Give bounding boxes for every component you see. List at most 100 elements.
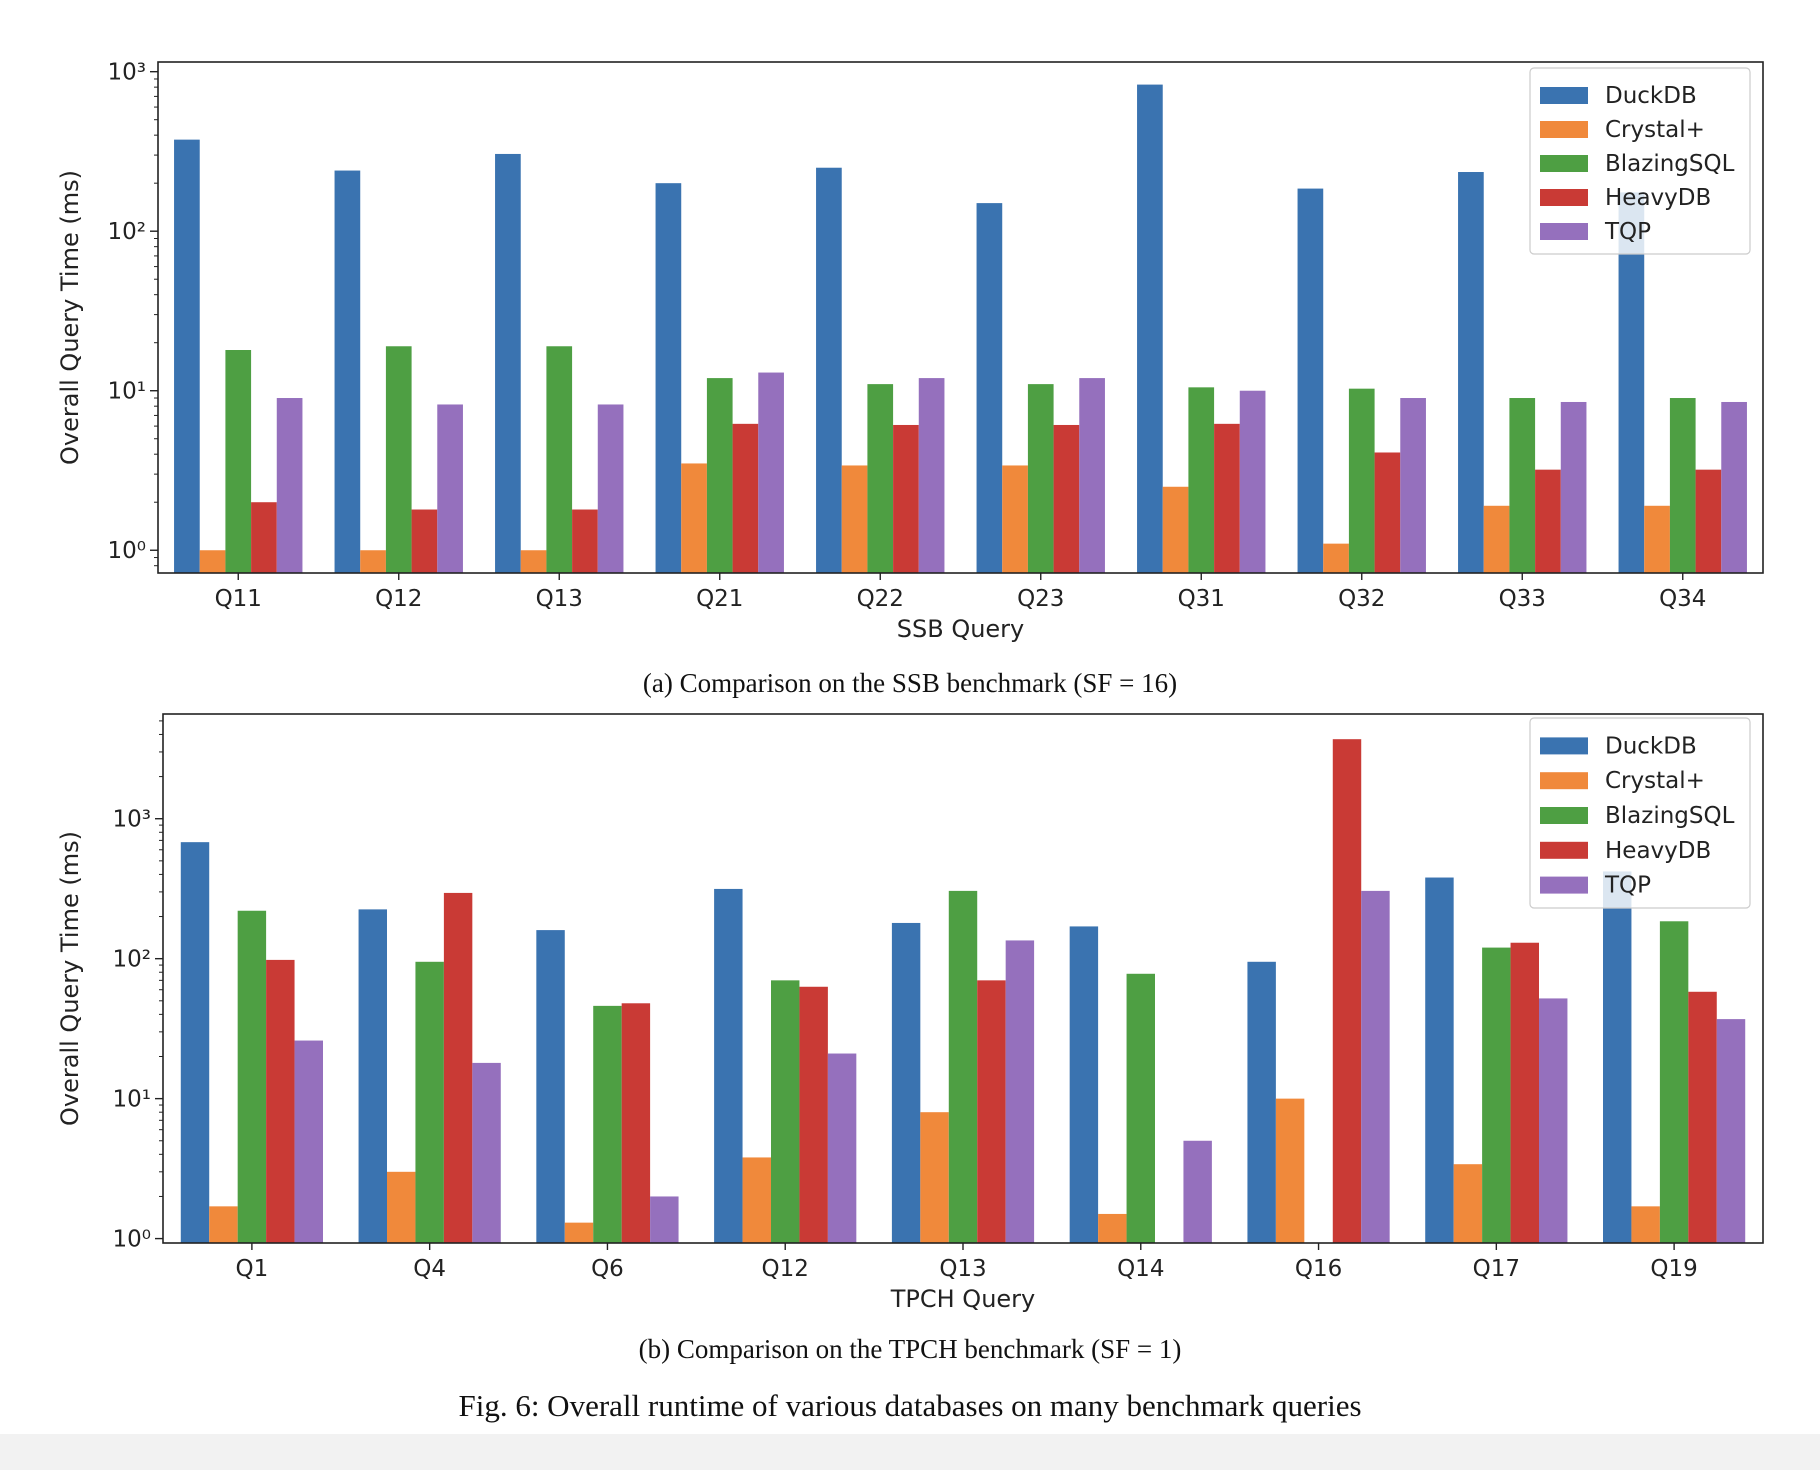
bar-crystal-q19 — [1631, 1206, 1660, 1243]
bar-crystal-q21 — [681, 463, 707, 573]
y-tick-label: 10¹ — [113, 1087, 152, 1113]
x-tick-label: Q13 — [939, 1256, 986, 1282]
bar-blazingsql-q14 — [1126, 973, 1155, 1243]
bar-crystal-q12 — [742, 1157, 771, 1243]
legend-label: TQP — [1604, 219, 1651, 245]
x-tick-label: Q14 — [1117, 1256, 1164, 1282]
bar-heavydb-q19 — [1688, 991, 1717, 1243]
legend-label: Crystal+ — [1605, 117, 1705, 143]
x-tick-label: Q33 — [1499, 586, 1546, 612]
bar-blazingsql-q1 — [237, 910, 267, 1243]
bar-heavydb-q33 — [1535, 469, 1561, 573]
bar-duckdb-q31 — [1137, 84, 1163, 573]
bar-duckdb-q12 — [714, 888, 743, 1243]
bar-duckdb-q19 — [1603, 871, 1632, 1243]
legend: DuckDB Crystal+ BlazingSQL HeavyDB TQP — [1529, 717, 1751, 909]
bar-heavydb-q32 — [1374, 452, 1401, 573]
legend-swatch — [1540, 189, 1588, 206]
bar-duckdb-q12 — [334, 170, 361, 574]
bar-tqp-q13 — [597, 404, 624, 573]
bar-blazingsql-q13 — [948, 890, 978, 1243]
bar-blazingsql-q6 — [593, 1005, 622, 1243]
chart-tpch: Q1 Q4 Q6 Q12 Q13 Q14 Q16 Q17 Q19 10⁰ 10¹ 10² 10³ TPCH… — [56, 713, 1764, 1313]
y-tick-label: 10¹ — [108, 379, 147, 405]
bar-duckdb-q21 — [655, 183, 682, 573]
bar-blazingsql-q11 — [225, 350, 252, 573]
chart-ssb-caption: (a) Comparison on the SSB benchmark (SF … — [642, 668, 1178, 698]
bar-crystal-q22 — [841, 465, 868, 573]
bar-tqp-q32 — [1400, 398, 1426, 573]
bar-blazingsql-q22 — [867, 384, 894, 573]
plot-frame — [157, 61, 1764, 574]
bar-blazingsql-q23 — [1027, 384, 1054, 573]
bar-heavydb-q34 — [1695, 469, 1722, 573]
bar-crystal-q1 — [209, 1206, 238, 1243]
bar-heavydb-q23 — [1053, 424, 1080, 573]
bar-duckdb-q22 — [816, 167, 842, 573]
bar-tqp-q12 — [437, 404, 463, 573]
legend-label: DuckDB — [1605, 83, 1697, 109]
bar-heavydb-q31 — [1214, 423, 1240, 573]
bar-blazingsql-q12 — [771, 980, 800, 1243]
bar-duckdb-q33 — [1458, 172, 1484, 573]
bar-crystal-q11 — [199, 550, 226, 573]
y-tick-label: 10³ — [108, 60, 147, 86]
legend-label: TQP — [1604, 873, 1651, 899]
bar-blazingsql-q31 — [1188, 387, 1215, 573]
bar-crystal-q34 — [1644, 505, 1670, 573]
bar-crystal-q13 — [520, 550, 547, 573]
figure-caption: Fig. 6: Overall runtime of various datab… — [458, 1388, 1362, 1423]
bar-heavydb-q4 — [443, 892, 473, 1243]
y-tick-label: 10⁰ — [108, 538, 147, 564]
bar-tqp-q17 — [1539, 998, 1568, 1243]
legend-label: BlazingSQL — [1605, 151, 1735, 177]
bar-tqp-q19 — [1716, 1019, 1746, 1243]
legend-label: HeavyDB — [1605, 185, 1711, 211]
bar-duckdb-q14 — [1069, 926, 1099, 1243]
legend-swatch — [1540, 737, 1588, 755]
bar-tqp-q11 — [276, 398, 303, 573]
bar-tqp-q13 — [1005, 940, 1035, 1243]
legend-swatch — [1540, 155, 1588, 172]
x-tick-label: Q1 — [236, 1256, 269, 1282]
bar-tqp-q6 — [650, 1196, 679, 1243]
legend-label: BlazingSQL — [1605, 803, 1735, 829]
bar-blazingsql-q12 — [385, 346, 412, 573]
bar-blazingsql-q33 — [1509, 398, 1536, 573]
bar-crystal-q6 — [564, 1222, 594, 1243]
x-tick-label: Q16 — [1295, 1256, 1342, 1282]
bar-heavydb-q22 — [893, 424, 919, 573]
bar-tqp-q34 — [1721, 401, 1747, 573]
y-tick-label: 10² — [108, 219, 147, 245]
bar-blazingsql-q17 — [1482, 947, 1511, 1243]
bar-heavydb-q13 — [977, 980, 1006, 1243]
x-tick-label: Q13 — [536, 586, 583, 612]
bar-duckdb-q32 — [1297, 188, 1324, 573]
bars — [180, 739, 1746, 1243]
bar-tqp-q14 — [1183, 1140, 1212, 1243]
bar-blazingsql-q34 — [1669, 398, 1696, 573]
legend-swatch — [1540, 807, 1588, 824]
x-tick-label: Q6 — [591, 1256, 624, 1282]
bar-crystal-q32 — [1323, 543, 1349, 573]
bar-blazingsql-q32 — [1348, 388, 1375, 573]
bar-blazingsql-q19 — [1659, 921, 1689, 1243]
bar-heavydb-q16 — [1332, 739, 1362, 1243]
chart-ssb: Q11 Q12 Q13 Q21 Q22 Q23 Q31 Q32 Q33 Q34 10⁰ 10¹ 10² 1… — [56, 60, 1764, 643]
legend-swatch — [1540, 876, 1588, 894]
bar-tqp-q21 — [758, 372, 784, 573]
legend-box — [1529, 67, 1751, 255]
bar-duckdb-q13 — [495, 153, 521, 573]
bar-crystal-q23 — [1002, 465, 1028, 573]
bar-blazingsql-q4 — [415, 961, 444, 1243]
legend-label: HeavyDB — [1605, 838, 1711, 864]
legend: DuckDB Crystal+ BlazingSQL HeavyDB TQP — [1529, 67, 1751, 255]
bar-duckdb-q23 — [976, 203, 1003, 574]
legend-swatch — [1540, 121, 1588, 138]
legend-label: Crystal+ — [1605, 768, 1705, 794]
legend-swatch — [1540, 223, 1588, 240]
bar-heavydb-q11 — [251, 502, 277, 573]
x-axis-label: TPCH Query — [890, 1285, 1036, 1313]
bar-crystal-q13 — [920, 1112, 949, 1243]
legend-swatch — [1540, 841, 1588, 859]
